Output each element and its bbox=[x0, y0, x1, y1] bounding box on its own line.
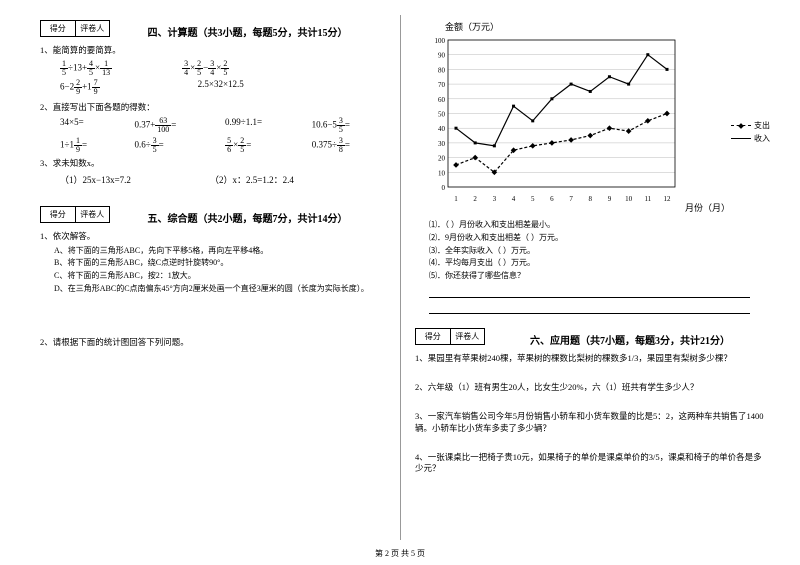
svg-text:3: 3 bbox=[493, 195, 497, 203]
svg-text:0: 0 bbox=[442, 184, 446, 192]
formula: （2）x：2.5=1.2：2.4 bbox=[210, 173, 294, 186]
section5-p1: 1、依次解答。 bbox=[40, 231, 380, 243]
legend-income: 收入 bbox=[731, 133, 770, 144]
svg-text:10: 10 bbox=[625, 195, 633, 203]
formula: 0.375÷38= bbox=[312, 137, 350, 154]
section5-p1c: C、将下面的三角形ABC，按2：1放大。 bbox=[54, 271, 380, 282]
formula: 10.6−535= bbox=[312, 117, 350, 134]
section4-p2: 2、直接写出下面各题的得数： bbox=[40, 102, 380, 114]
svg-text:12: 12 bbox=[664, 195, 672, 203]
svg-text:6: 6 bbox=[550, 195, 554, 203]
formula: 6−229+179 bbox=[60, 79, 100, 96]
section6-p2: 2、六年级（1）班有男生20人，比女生少20%，六（1）班共有学生多少人？ bbox=[415, 382, 770, 394]
score-label: 得分 bbox=[41, 21, 76, 36]
chart-legend: 支出 收入 bbox=[731, 120, 770, 146]
svg-text:2: 2 bbox=[473, 195, 477, 203]
reviewer-label: 评卷人 bbox=[451, 329, 485, 344]
svg-text:30: 30 bbox=[438, 140, 446, 148]
svg-text:10: 10 bbox=[438, 169, 446, 177]
svg-text:5: 5 bbox=[531, 195, 535, 203]
chart-q1: ⑴．（ ）月份收入和支出相差最小。 bbox=[429, 220, 770, 231]
section4-p3: 3、求未知数x。 bbox=[40, 158, 380, 170]
score-label: 得分 bbox=[41, 207, 76, 222]
svg-text:40: 40 bbox=[438, 125, 446, 133]
svg-text:9: 9 bbox=[608, 195, 612, 203]
chart-y-title: 金额（万元） bbox=[445, 20, 770, 33]
reviewer-label: 评卷人 bbox=[76, 21, 110, 36]
chart-q2: ⑵．9月份收入和支出相差（ ）万元。 bbox=[429, 233, 770, 244]
right-column: 金额（万元） 010203040506070809010012345678910… bbox=[400, 0, 800, 565]
formula: 0.6÷35= bbox=[134, 137, 195, 154]
line-chart: 0102030405060708090100123456789101112 bbox=[420, 35, 680, 205]
chart-q4: ⑷．平均每月支出（ ）万元。 bbox=[429, 258, 770, 269]
score-box: 得分 评卷人 bbox=[40, 206, 110, 223]
chart-q3: ⑶．全年实际收入（ ）万元。 bbox=[429, 246, 770, 257]
svg-text:8: 8 bbox=[589, 195, 593, 203]
formula-row-2: 6−229+179 2.5×32×12.5 bbox=[60, 79, 380, 96]
svg-text:1: 1 bbox=[454, 195, 458, 203]
chart-container: 0102030405060708090100123456789101112 bbox=[420, 35, 740, 205]
svg-text:90: 90 bbox=[438, 52, 446, 60]
section4-p1: 1、能简算的要简算。 bbox=[40, 45, 380, 57]
svg-text:70: 70 bbox=[438, 81, 446, 89]
section6-p3: 3、一家汽车销售公司今年5月份销售小轿车和小货车数量的比是5：2，这两种车共销售… bbox=[415, 411, 770, 435]
formula: 34×25−34×25 bbox=[182, 60, 229, 77]
diamond-icon bbox=[738, 123, 744, 129]
formula-row-5: （1）25x−13x=7.2 （2）x：2.5=1.2：2.4 bbox=[60, 173, 380, 186]
score-box: 得分 评卷人 bbox=[40, 20, 110, 37]
formula-row-3: 34×5= 0.37+63100= 0.99÷1.1= 10.6−535= bbox=[60, 117, 380, 134]
formula: 2.5×32×12.5 bbox=[198, 79, 244, 96]
svg-text:11: 11 bbox=[644, 195, 651, 203]
section5-p1d: D、在三角形ABC的C点南偏东45°方向2厘米处画一个直径3厘米的圆（长度为实际… bbox=[54, 284, 380, 295]
section5-p2: 2、请根据下面的统计图回答下列问题。 bbox=[40, 337, 380, 349]
svg-text:60: 60 bbox=[438, 96, 446, 104]
page-footer: 第 2 页 共 5 页 bbox=[0, 548, 800, 559]
section4-title: 四、计算题（共3小题，每题5分，共计15分） bbox=[115, 24, 380, 39]
reviewer-label: 评卷人 bbox=[76, 207, 110, 222]
svg-text:80: 80 bbox=[438, 66, 446, 74]
section5-p1b: B、将下面的三角形ABC，绕C点逆时针旋转90°。 bbox=[54, 258, 380, 269]
svg-text:100: 100 bbox=[435, 37, 446, 45]
solid-line-icon bbox=[731, 138, 751, 139]
answer-line bbox=[429, 286, 750, 298]
formula-row-1: 15÷13+45×113 34×25−34×25 bbox=[60, 60, 380, 77]
legend-expense: 支出 bbox=[731, 120, 770, 131]
chart-q5: ⑸．你还获得了哪些信息？ bbox=[429, 271, 770, 282]
legend-expense-label: 支出 bbox=[754, 120, 770, 131]
formula: 56×25= bbox=[225, 137, 282, 154]
svg-text:20: 20 bbox=[438, 155, 446, 163]
formula: 15÷13+45×113 bbox=[60, 60, 112, 77]
svg-text:7: 7 bbox=[569, 195, 573, 203]
section6-p4: 4、一张课桌比一把椅子贵10元，如果椅子的单价是课桌单价的3/5，课桌和椅子的单… bbox=[415, 452, 770, 476]
left-column: 得分 评卷人 四、计算题（共3小题，每题5分，共计15分） 1、能简算的要简算。… bbox=[0, 0, 400, 565]
svg-text:50: 50 bbox=[438, 111, 446, 119]
section6-title: 六、应用题（共7小题，每题3分，共计21分） bbox=[490, 332, 770, 347]
formula-row-4: 1÷119= 0.6÷35= 56×25= 0.375÷38= bbox=[60, 137, 380, 154]
formula: 34×5= bbox=[60, 117, 104, 134]
section6-p1: 1、果园里有苹果树240棵，苹果树的棵数比梨树的棵数多1/3，果园里有梨树多少棵… bbox=[415, 353, 770, 365]
answer-line bbox=[429, 302, 750, 314]
score-box: 得分 评卷人 bbox=[415, 328, 485, 345]
legend-income-label: 收入 bbox=[754, 133, 770, 144]
formula: 0.99÷1.1= bbox=[225, 117, 282, 134]
score-label: 得分 bbox=[416, 329, 451, 344]
formula: 0.37+63100= bbox=[134, 117, 195, 134]
section5-p1a: A、将下面的三角形ABC，先向下平移5格，再向左平移4格。 bbox=[54, 246, 380, 257]
formula: 1÷119= bbox=[60, 137, 104, 154]
formula: （1）25x−13x=7.2 bbox=[60, 173, 180, 186]
svg-text:4: 4 bbox=[512, 195, 516, 203]
section5-title: 五、综合题（共2小题，每题7分，共计14分） bbox=[115, 210, 380, 225]
